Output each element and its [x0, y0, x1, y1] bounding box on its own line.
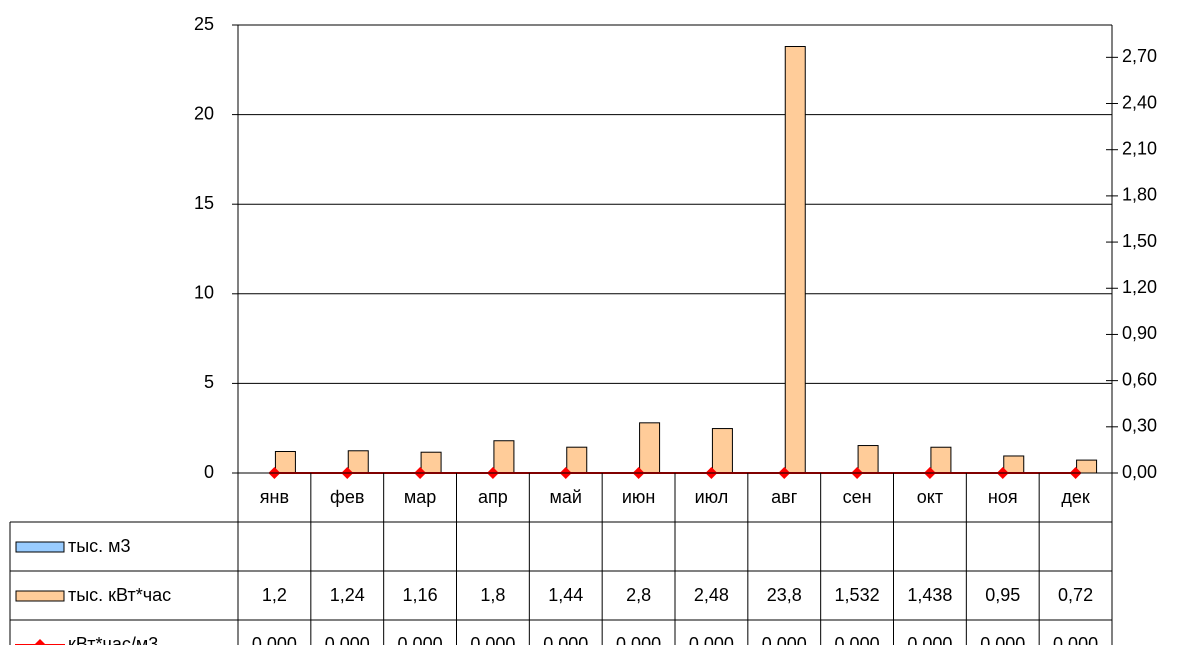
x-tick-label: ноя	[988, 487, 1018, 507]
x-tick-label: фев	[330, 487, 364, 507]
x-tick-label: июн	[622, 487, 656, 507]
y2-tick-label: 0,60	[1122, 369, 1157, 389]
y-tick-label: 10	[194, 283, 214, 303]
bar	[347, 450, 369, 474]
y-tick-label: 20	[194, 103, 214, 123]
bar	[274, 450, 296, 474]
y2-tick-label: 2,70	[1122, 46, 1157, 66]
x-tick-label: авг	[771, 487, 798, 507]
x-tick-label: дек	[1061, 487, 1090, 507]
x-tick-label: май	[550, 487, 582, 507]
y-tick-label: 0	[204, 462, 214, 482]
bar	[420, 451, 442, 474]
x-tick-label: июл	[695, 487, 729, 507]
table-value: 2,48	[694, 585, 729, 605]
x-tick-label: окт	[917, 487, 943, 507]
table-value: 0,000	[980, 634, 1025, 645]
x-tick-label: мар	[404, 487, 436, 507]
x-tick-label: апр	[478, 487, 508, 507]
table-value: 0,000	[762, 634, 807, 645]
y2-tick-label: 0,90	[1122, 323, 1157, 343]
bar	[930, 446, 952, 474]
y2-tick-label: 1,50	[1122, 231, 1157, 251]
bar	[639, 422, 661, 474]
legend-label: тыс. м3	[68, 536, 131, 556]
bar	[493, 440, 515, 474]
legend-key	[15, 541, 65, 553]
table-value: 0,000	[398, 634, 443, 645]
x-tick-label: янв	[260, 487, 289, 507]
table-value: 1,532	[835, 585, 880, 605]
table-value: 1,24	[330, 585, 365, 605]
legend-label: кВт*час/м3	[68, 634, 158, 645]
x-tick-label: сен	[843, 487, 872, 507]
y2-tick-label: 2,10	[1122, 138, 1157, 158]
table-value: 0,000	[907, 634, 952, 645]
table-value: 0,95	[985, 585, 1020, 605]
y2-tick-label: 1,80	[1122, 185, 1157, 205]
table-value: 1,438	[907, 585, 952, 605]
legend-key	[34, 639, 46, 645]
table-value: 0,000	[616, 634, 661, 645]
table-value: 0,000	[543, 634, 588, 645]
y2-tick-label: 2,40	[1122, 92, 1157, 112]
table-value: 0,000	[325, 634, 370, 645]
table-value: 0,000	[835, 634, 880, 645]
table-value: 1,16	[403, 585, 438, 605]
y-tick-label: 5	[204, 372, 214, 392]
table-value: 0,000	[252, 634, 297, 645]
bar	[784, 46, 806, 474]
y2-tick-label: 1,20	[1122, 277, 1157, 297]
legend-key	[15, 590, 65, 602]
table-value: 0,000	[470, 634, 515, 645]
bar	[711, 428, 733, 474]
table-value: 1,44	[548, 585, 583, 605]
y-tick-label: 15	[194, 193, 214, 213]
table-value: 0,72	[1058, 585, 1093, 605]
y-tick-label: 25	[194, 14, 214, 34]
legend-label: тыс. кВт*час	[68, 585, 171, 605]
bar	[1003, 455, 1025, 474]
bar	[566, 446, 588, 474]
y2-tick-label: 0,30	[1122, 416, 1157, 436]
y2-tick-label: 0,00	[1122, 462, 1157, 482]
table-value: 0,000	[1053, 634, 1098, 645]
table-value: 2,8	[626, 585, 651, 605]
table-value: 1,8	[480, 585, 505, 605]
table-value: 23,8	[767, 585, 802, 605]
bar	[857, 445, 879, 474]
table-value: 0,000	[689, 634, 734, 645]
table-value: 1,2	[262, 585, 287, 605]
